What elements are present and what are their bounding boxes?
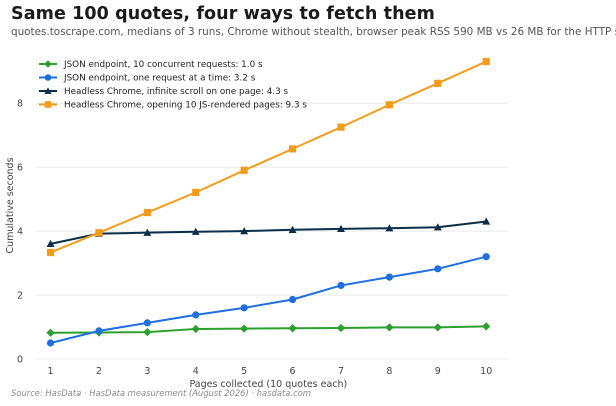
data-point-series-3 xyxy=(433,223,442,231)
legend-label: JSON endpoint, 10 concurrent requests: 1… xyxy=(63,60,263,70)
x-tick-label: 5 xyxy=(241,366,247,377)
legend-label: Headless Chrome, infinite scroll on one … xyxy=(64,87,289,97)
x-tick-label: 7 xyxy=(338,366,344,377)
data-point-series-2 xyxy=(192,311,200,319)
data-point-series-2 xyxy=(143,319,151,327)
data-point-series-4 xyxy=(192,188,200,196)
series-lines xyxy=(50,60,487,344)
legend: JSON endpoint, 10 concurrent requests: 1… xyxy=(39,60,307,111)
y-tick-label: 4 xyxy=(17,227,23,238)
legend-marker xyxy=(44,74,52,81)
data-point-series-2 xyxy=(288,295,297,304)
data-point-series-3 xyxy=(482,217,491,225)
y-tick-label: 8 xyxy=(17,99,23,110)
y-tick-label: 2 xyxy=(17,291,23,302)
data-point-series-1 xyxy=(433,323,442,332)
x-tick-label: 6 xyxy=(290,366,296,377)
x-tick-label: 2 xyxy=(96,366,102,377)
x-tick-label: 9 xyxy=(435,366,441,377)
data-point-series-2 xyxy=(385,273,393,281)
data-point-series-1 xyxy=(385,323,394,332)
data-point-series-2 xyxy=(46,339,55,347)
data-point-series-2 xyxy=(95,327,103,335)
series-line-3 xyxy=(50,220,487,245)
data-point-series-2 xyxy=(434,265,442,273)
data-point-series-1 xyxy=(288,324,297,333)
data-point-series-2 xyxy=(482,253,490,261)
data-point-series-3 xyxy=(46,239,55,248)
legend-marker xyxy=(44,101,52,108)
legend-label: Headless Chrome, opening 10 JS-rendered … xyxy=(64,101,307,111)
data-point-series-4 xyxy=(482,57,490,66)
data-point-series-3 xyxy=(143,228,152,236)
chart-title: Same 100 quotes, four ways to fetch them xyxy=(11,4,435,24)
legend-label: JSON endpoint, one request at a time: 3.… xyxy=(63,74,256,84)
x-axis-label: Pages collected (10 quotes each) xyxy=(189,379,347,390)
data-point-series-4 xyxy=(288,145,297,153)
data-point-series-2 xyxy=(240,304,248,312)
data-point-series-1 xyxy=(46,328,55,337)
legend-marker xyxy=(44,60,52,68)
chart-subtitle: quotes.toscrape.com, medians of 3 runs, … xyxy=(11,26,616,38)
data-point-series-1 xyxy=(143,327,152,337)
series-markers xyxy=(46,57,491,347)
data-point-series-2 xyxy=(337,281,345,290)
data-point-series-3 xyxy=(240,227,249,235)
data-point-series-3 xyxy=(337,224,345,233)
data-point-series-4 xyxy=(434,79,442,87)
data-point-series-1 xyxy=(482,322,491,331)
data-point-series-1 xyxy=(191,324,200,334)
x-tick-label: 8 xyxy=(386,366,392,377)
axes: 0 2 4 6 8 1 2 3 4 5 6 7 8 9 10 xyxy=(17,99,492,377)
data-point-series-3 xyxy=(191,227,200,235)
series-line-2 xyxy=(50,255,487,344)
data-point-series-4 xyxy=(385,101,393,109)
source-note: Source: HasData · HasData measurement (A… xyxy=(11,388,311,398)
y-tick-label: 0 xyxy=(17,355,23,366)
data-point-series-4 xyxy=(46,248,55,257)
series-line-1 xyxy=(50,325,487,334)
data-point-series-1 xyxy=(336,323,346,333)
data-point-series-1 xyxy=(240,324,249,333)
data-point-series-4 xyxy=(240,166,248,174)
data-point-series-4 xyxy=(143,208,151,217)
y-tick-label: 6 xyxy=(17,163,23,174)
data-point-series-4 xyxy=(95,229,103,237)
data-point-series-4 xyxy=(337,123,345,131)
series-line-4 xyxy=(50,60,487,254)
data-point-series-3 xyxy=(288,225,297,233)
x-tick-label: 3 xyxy=(144,366,150,377)
x-tick-label: 4 xyxy=(193,366,199,377)
x-tick-label: 1 xyxy=(47,366,53,377)
data-point-series-3 xyxy=(385,224,394,232)
y-axis-label: Cumulative seconds xyxy=(5,157,16,253)
legend-marker xyxy=(44,87,52,94)
x-tick-label: 10 xyxy=(480,366,492,377)
